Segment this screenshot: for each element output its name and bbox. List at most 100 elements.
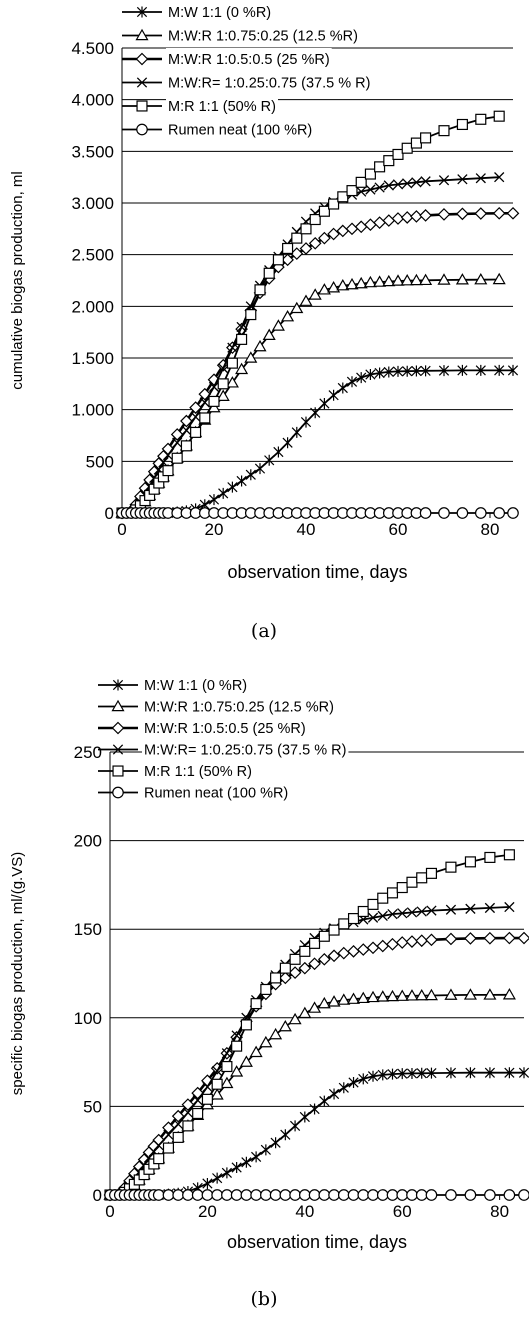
chart-a-series-2-point [437,273,451,285]
chart-a-series-2-point [474,272,488,285]
chart-a-series-4-point [494,172,505,183]
chart-b-series-6-point [406,1189,418,1201]
chart-b-series-2-point [502,988,516,1000]
chart-b-legend-marker [111,721,125,735]
chart-b-series-2-point [463,988,477,1000]
chart-a-series-2-point [455,273,469,285]
chart-b-series-3-point [517,931,529,945]
chart-b-series-2-line [110,993,510,1196]
chart-b-specific-biogas: 0 50 100 150 200 250 0 20 40 60 80 observation time… [9,674,529,1252]
chart-a-legend-entry: M:W:R 1:0.5:0.5 (25 %R) [168,52,330,68]
chart-b-series-6-point [328,1189,340,1201]
chart-b-series-5 [104,849,515,1201]
chart-b-series-1-point [241,1156,252,1168]
chart-b-legend-bg [142,738,349,759]
chart-b-series-1-line [110,1071,524,1196]
chart-a-series-3-point [318,231,331,245]
chart-b-series-2-point [376,990,390,1002]
chart-a-series-2-point [419,273,433,286]
chart-b-series-6-point [269,1189,282,1201]
chart-b-series-6-point [201,1189,214,1201]
chart-b-series-2-point [444,988,458,1000]
chart-b-series-3-point [405,935,419,948]
chart-a-legend-marker [135,52,149,66]
chart-a-series-3-point [364,218,377,232]
chart-a-series-4-point [411,177,422,188]
chart-a-series-2-point [290,301,304,314]
chart-a-series-5-point [392,148,404,160]
chart-b-legend-entry: M:W 1:1 (0 %R) [144,678,247,694]
chart-a-legend-bg [166,71,373,92]
chart-a-series-5-point [438,125,450,137]
chart-b-series-4-point [387,909,398,920]
chart-b-series-4-point [173,1118,184,1130]
chart-b-series-5-point [347,913,360,925]
chart-b-y-tick-label: 150 [74,920,102,939]
chart-a-series-1-point [208,494,220,506]
chart-b-series-1-point [309,1103,320,1115]
chart-b-legend-marker [111,699,125,712]
chart-a-series-2-point [492,272,506,285]
chart-b-series-1-point [289,1120,301,1132]
chart-a-series-5-point [374,161,386,173]
chart-a-series-5-point [420,132,432,144]
chart-b-series-2-point [220,1076,234,1089]
chart-b-series-2-point [230,1065,244,1077]
chart-a-series-6-point [456,507,469,519]
chart-a-series-5-point [171,452,183,464]
chart-a-series-5-point [282,242,294,255]
chart-a-series-5-point [217,378,229,390]
chart-b-series-1-point [518,1067,529,1079]
chart-a-y-tick-label: 1.500 [71,349,114,368]
chart-a-legend-marker [136,100,148,112]
chart-b-series-3-point [356,943,370,956]
chart-b-series-6-point [396,1189,409,1201]
chart-b-series-5-point [231,1040,243,1052]
chart-a-series-2-point [225,376,239,388]
chart-a-series-4-point [457,174,468,185]
chart-a-series-2 [115,272,506,518]
chart-b-x-tick-label: 20 [198,1202,217,1221]
chart-a-series-2-point [373,275,387,287]
chart-b-series-5-point [289,953,301,965]
chart-a-series-3-point [170,428,184,441]
chart-b-series-4-point [192,1095,203,1106]
chart-a-series-1-point [227,481,238,493]
chart-a-series-4-point [227,342,238,353]
chart-a-series-1-point [337,382,348,394]
chart-a-series-1-point [356,372,367,384]
chart-a-legend-entry: M:W:R 1:0.75:0.25 (12.5 %R) [168,29,358,45]
chart-b-series-5-point [309,937,321,949]
chart-b-series-1-point [484,1067,496,1079]
chart-a-series-3-point [373,216,386,229]
chart-b-legend: M:W 1:1 (0 %R) M:W:R 1:0.75:0.25 (12.5 %R… [98,674,349,802]
chart-a-x-tick-label: 0 [117,520,126,539]
chart-a-series-2-point [216,389,230,401]
caption-a: (a) [251,620,277,642]
chart-b-series-1-point [280,1129,291,1141]
chart-a-series-1-point [475,364,486,376]
chart-b-series-1-point [504,1067,515,1079]
chart-b-series-6-point [211,1189,223,1201]
chart-a-series-4-point [172,437,183,448]
chart-a-y-axis-label: cumulative biogas production, ml [9,171,26,389]
chart-b-series-4-point [221,1048,233,1059]
chart-a-series-5-point [300,223,312,235]
chart-b-series-2 [103,988,516,1200]
chart-a-series-2-point [253,339,267,352]
chart-b-series-6-point [376,1189,389,1201]
chart-a-series-1-point [374,367,385,379]
chart-b-series-3-point [278,971,292,985]
chart-b-series-6-point [240,1189,253,1201]
chart-a-series-5-point [475,113,487,125]
chart-a-series-3-point [410,210,423,223]
chart-b-series-5-point [464,856,476,868]
chart-a-legend-bg [166,24,360,45]
chart-b-series-1-point [319,1095,330,1107]
chart-a-series-1-point [254,463,266,475]
chart-a-series-4-point [392,179,404,190]
chart-b-series-4-point [367,912,379,923]
chart-b-series-6 [104,1189,529,1201]
chart-b-series-6-point [230,1189,243,1201]
